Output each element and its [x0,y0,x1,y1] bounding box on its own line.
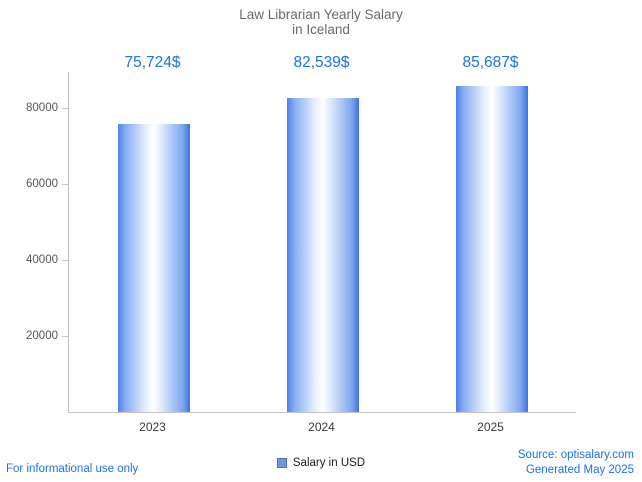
chart-subtitle: in Iceland [292,22,350,37]
chart-title-block: Law Librarian Yearly Salary in Iceland [0,7,642,37]
source-block: Source: optisalary.com Generated May 202… [518,448,634,477]
legend-label: Salary in USD [292,457,366,469]
chart-title: Law Librarian Yearly Salary [239,7,403,22]
disclaimer-text: For informational use only [6,463,139,475]
x-tick-label: 2025 [477,420,504,434]
y-tick-label: 40000 [26,253,58,266]
source-text: Source: optisalary.com [517,449,634,461]
bar-value-label: 85,687$ [462,54,519,71]
x-tick-label: 2024 [308,420,335,434]
y-tick-label: 80000 [26,101,58,114]
generated-text: Generated May 2025 [525,463,634,476]
bar [455,86,528,412]
x-axis-labels: 2023 2024 2025 [68,420,575,436]
legend: Salary in USD [0,455,642,471]
bar-value-labels: 75,724$ 82,539$ 85,687$ [68,54,575,74]
bar-value-label: 82,539$ [293,54,350,71]
y-tick-label: 20000 [26,329,58,342]
y-tick-mark [62,335,68,337]
y-tick-mark [62,259,68,261]
x-tick-label: 2023 [139,420,166,434]
bar-value-label: 75,724$ [124,54,181,71]
bar [117,124,190,412]
y-tick-mark [62,107,68,109]
bar [286,98,359,412]
plot-area [68,72,576,413]
y-tick-label: 60000 [26,177,58,190]
legend-swatch [276,458,287,468]
y-tick-mark [62,183,68,185]
